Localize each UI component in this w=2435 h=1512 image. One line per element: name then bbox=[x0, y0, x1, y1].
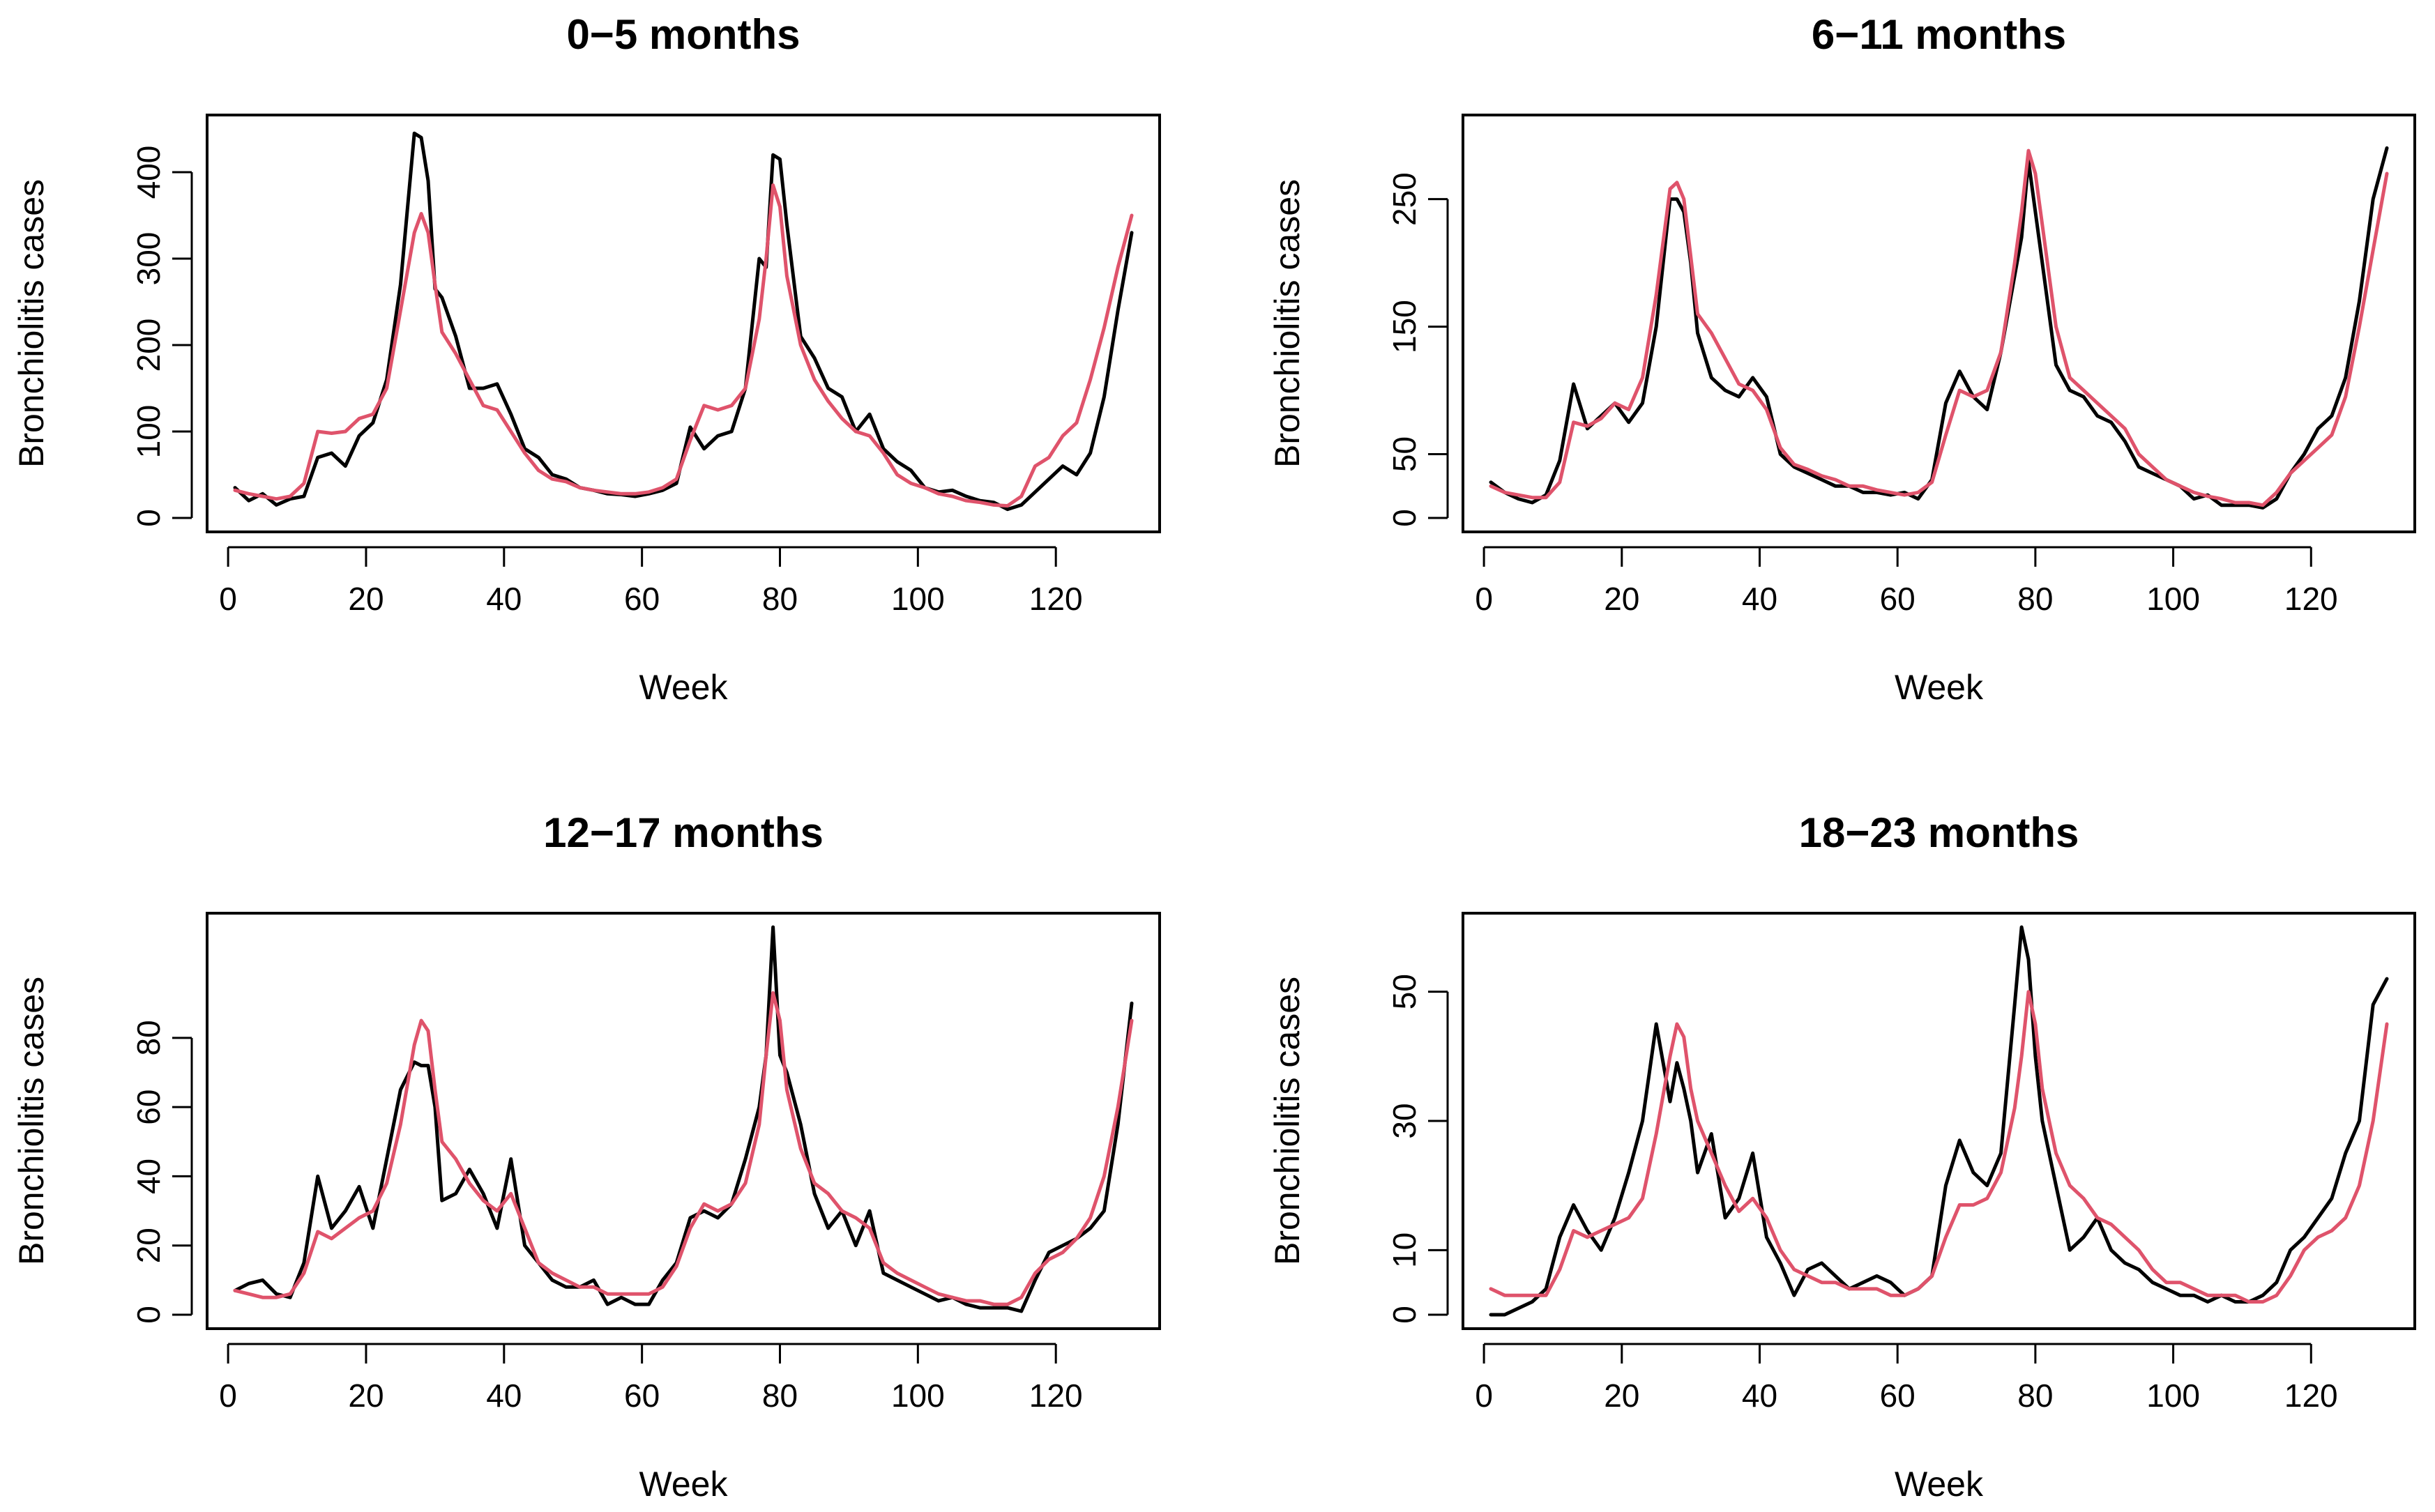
x-axis: 0 20 40 60 80 100 120 bbox=[219, 1343, 1083, 1414]
y-axis-label: Bronchiolitis cases bbox=[1268, 179, 1307, 468]
x-tick-label: 20 bbox=[348, 581, 384, 617]
x-tick-label: 0 bbox=[1475, 1377, 1493, 1414]
y-tick-label: 20 bbox=[130, 1228, 167, 1263]
chart-title: 6−11 months bbox=[1812, 11, 2066, 58]
panel-6-11-months: 6−11 months 0 20 40 60 80 100 120 Week 0 50 150 250 B… bbox=[1268, 11, 2416, 707]
x-tick-label: 100 bbox=[891, 1377, 945, 1414]
chart-title: 12−17 months bbox=[543, 809, 824, 856]
x-tick-label: 80 bbox=[2017, 581, 2053, 617]
x-tick-label: 120 bbox=[1029, 581, 1083, 617]
panel-12-17-months: 12−17 months 0 20 40 60 80 100 120 Week 0 20 40 60 80… bbox=[12, 809, 1161, 1504]
y-tick-label: 60 bbox=[130, 1090, 167, 1125]
plot-frame bbox=[206, 114, 1161, 533]
x-tick-label: 120 bbox=[1029, 1377, 1083, 1414]
chart-title: 18−23 months bbox=[1799, 809, 2079, 856]
x-tick-label: 80 bbox=[762, 1377, 798, 1414]
x-axis-label: Week bbox=[1895, 1465, 1984, 1504]
x-tick-label: 40 bbox=[486, 581, 522, 617]
y-tick-label: 40 bbox=[130, 1159, 167, 1194]
y-axis-label: Bronchiolitis cases bbox=[12, 977, 51, 1265]
x-tick-label: 80 bbox=[2017, 1377, 2053, 1414]
x-tick-label: 0 bbox=[1475, 581, 1493, 617]
y-tick-label: 400 bbox=[130, 146, 167, 199]
x-tick-label: 60 bbox=[1880, 581, 1916, 617]
y-tick-label: 80 bbox=[130, 1020, 167, 1055]
x-tick-label: 80 bbox=[762, 581, 798, 617]
x-tick-label: 100 bbox=[2146, 1377, 2200, 1414]
y-tick-label: 0 bbox=[1386, 509, 1423, 527]
series-line-fitted bbox=[1489, 990, 2389, 1304]
y-tick-label: 150 bbox=[1386, 300, 1423, 353]
x-tick-label: 60 bbox=[624, 581, 660, 617]
series-line-observed bbox=[1489, 925, 2389, 1317]
y-axis: 0 20 40 60 80 bbox=[130, 1020, 193, 1324]
y-axis: 0 100 200 300 400 bbox=[130, 146, 193, 527]
y-tick-label: 100 bbox=[130, 405, 167, 459]
y-tick-label: 50 bbox=[1386, 974, 1423, 1009]
x-tick-label: 0 bbox=[219, 581, 237, 617]
plot-frame bbox=[1462, 912, 2416, 1330]
plot-frame bbox=[206, 912, 1161, 1330]
x-tick-label: 20 bbox=[348, 1377, 384, 1414]
y-tick-label: 50 bbox=[1386, 436, 1423, 472]
y-tick-label: 10 bbox=[1386, 1232, 1423, 1268]
x-axis: 0 20 40 60 80 100 120 bbox=[1475, 1343, 2338, 1414]
x-tick-label: 20 bbox=[1604, 1377, 1639, 1414]
x-tick-label: 100 bbox=[2146, 581, 2200, 617]
y-tick-label: 200 bbox=[130, 319, 167, 372]
chart-title: 0−5 months bbox=[566, 11, 800, 58]
y-axis-label: Bronchiolitis cases bbox=[12, 179, 51, 468]
x-tick-label: 120 bbox=[2284, 1377, 2338, 1414]
y-tick-label: 300 bbox=[130, 232, 167, 286]
x-axis-label: Week bbox=[639, 668, 729, 707]
series-line-fitted bbox=[1489, 148, 2389, 507]
x-tick-label: 40 bbox=[486, 1377, 522, 1414]
x-tick-label: 40 bbox=[1742, 581, 1777, 617]
x-axis: 0 20 40 60 80 100 120 bbox=[219, 546, 1083, 617]
x-tick-label: 100 bbox=[891, 581, 945, 617]
series-line-observed bbox=[1489, 146, 2389, 510]
y-tick-label: 30 bbox=[1386, 1103, 1423, 1138]
series-line-fitted bbox=[233, 991, 1134, 1306]
x-tick-label: 120 bbox=[2284, 581, 2338, 617]
y-tick-label: 0 bbox=[1386, 1306, 1423, 1324]
series-line-observed bbox=[233, 925, 1134, 1313]
x-axis-label: Week bbox=[639, 1465, 729, 1504]
y-axis: 0 10 30 50 bbox=[1386, 974, 1449, 1324]
plot-frame bbox=[1462, 114, 2416, 533]
y-axis: 0 50 150 250 bbox=[1386, 172, 1449, 527]
y-tick-label: 0 bbox=[130, 1306, 167, 1324]
x-tick-label: 60 bbox=[624, 1377, 660, 1414]
y-tick-label: 0 bbox=[130, 509, 167, 527]
x-tick-label: 0 bbox=[219, 1377, 237, 1414]
x-tick-label: 60 bbox=[1880, 1377, 1916, 1414]
series-line-observed bbox=[233, 131, 1134, 512]
x-tick-label: 40 bbox=[1742, 1377, 1777, 1414]
y-tick-label: 250 bbox=[1386, 172, 1423, 226]
panel-0-5-months: 0−5 months 0 20 40 60 80 100 120 Week 0 100 200 300 4… bbox=[12, 11, 1161, 707]
x-tick-label: 20 bbox=[1604, 581, 1639, 617]
x-axis-label: Week bbox=[1895, 668, 1984, 707]
y-axis-label: Bronchiolitis cases bbox=[1268, 977, 1307, 1265]
panel-18-23-months: 18−23 months 0 20 40 60 80 100 120 Week 0 10 30 50 Br… bbox=[1268, 809, 2416, 1504]
series-line-fitted bbox=[233, 183, 1134, 508]
x-axis: 0 20 40 60 80 100 120 bbox=[1475, 546, 2338, 617]
